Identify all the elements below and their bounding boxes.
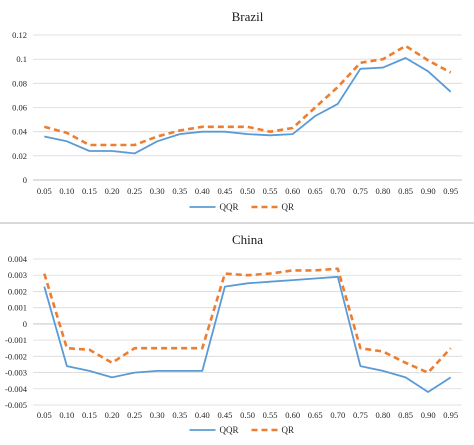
china-x-tick-label: 0.40 [195,410,210,420]
china-x-tick-label: 0.45 [217,410,232,420]
china-x-tick-label: 0.90 [421,410,436,420]
brazil-x-tick-label: 0.15 [82,186,97,196]
brazil-y-tick-label: 0.08 [12,78,27,88]
china-x-tick-label: 0.30 [150,410,165,420]
brazil-x-tick-label: 0.50 [240,186,255,196]
brazil-x-tick-label: 0.85 [398,186,413,196]
china-x-tick-label: 0.35 [172,410,187,420]
china-x-tick-label: 0.70 [330,410,345,420]
brazil-x-tick-label: 0.35 [172,186,187,196]
china-chart-panel: China -0.005 -0.004 -0.003 -0.002 -0.001 0 0.00… [0,224,474,445]
china-y-tick-label: 0.003 [8,270,27,280]
china-x-tick-label: 0.15 [82,410,97,420]
china-y-tick-label: -0.005 [5,400,27,410]
china-legend-label-qr: QR [282,425,295,435]
brazil-y-tick-label: 0.12 [12,30,27,40]
china-x-tick-label: 0.60 [285,410,300,420]
brazil-x-tick-label: 0.05 [37,186,52,196]
china-series-qr-line [43,267,452,374]
brazil-x-tick-label: 0.45 [217,186,232,196]
brazil-y-tick-label: 0.02 [12,151,27,161]
brazil-x-tick-label: 0.30 [150,186,165,196]
china-x-tick-label: 0.50 [240,410,255,420]
brazil-x-tick-label: 0.20 [105,186,120,196]
brazil-chart: Brazil 0 0.02 0.04 0.06 0.08 0.1 0.12 0.05 0.10 0.… [12,9,462,212]
brazil-x-tick-label: 0.65 [308,186,323,196]
brazil-chart-panel: Brazil 0 0.02 0.04 0.06 0.08 0.1 0.12 0.05 0.10 0.… [0,0,474,222]
china-x-tick-label: 0.65 [308,410,323,420]
china-chart-title: China [232,232,263,247]
brazil-x-tick-label: 0.55 [263,186,278,196]
china-y-tick-label: 0 [23,319,27,329]
brazil-x-tick-label: 0.10 [59,186,74,196]
china-x-tick-label: 0.05 [37,410,52,420]
brazil-x-tick-label: 0.95 [443,186,458,196]
brazil-y-tick-label: 0.04 [12,127,28,137]
brazil-y-tick-label: 0.1 [16,54,27,64]
brazil-x-tick-label: 0.40 [195,186,210,196]
brazil-y-tick-label: 0 [23,175,27,185]
brazil-x-tick-label: 0.75 [353,186,368,196]
china-x-tick-label: 0.75 [353,410,368,420]
brazil-x-tick-label: 0.60 [285,186,300,196]
china-x-tick-label: 0.95 [443,410,458,420]
china-x-tick-label: 0.20 [105,410,120,420]
china-legend-label-qqr: QQR [220,425,239,435]
brazil-x-tick-label: 0.70 [330,186,345,196]
china-x-tick-label: 0.25 [127,410,142,420]
brazil-series-qqr-line [44,57,452,155]
china-y-tick-label: -0.002 [5,351,27,361]
china-y-tick-label: -0.004 [5,384,28,394]
brazil-y-tick-label: 0.06 [12,103,27,113]
brazil-chart-title: Brazil [232,9,264,24]
china-y-tick-label: 0.001 [8,303,27,313]
china-chart: China -0.005 -0.004 -0.003 -0.002 -0.001 0 0.00… [5,232,462,435]
china-y-tick-label: -0.001 [5,335,27,345]
china-x-tick-label: 0.55 [263,410,278,420]
china-y-tick-label: 0.002 [8,286,27,296]
brazil-x-tick-label: 0.25 [127,186,142,196]
china-x-tick-label: 0.80 [376,410,391,420]
china-x-tick-label: 0.85 [398,410,413,420]
panel-divider [0,222,474,224]
brazil-x-tick-label: 0.80 [376,186,391,196]
china-y-tick-label: -0.003 [5,368,27,378]
brazil-x-tick-label: 0.90 [421,186,436,196]
china-series-qqr-line [43,275,452,393]
china-y-tick-label: 0.004 [8,254,28,264]
brazil-series-qr-line [43,44,452,147]
brazil-legend-label-qr: QR [282,202,295,212]
china-x-tick-label: 0.10 [59,410,74,420]
brazil-legend-label-qqr: QQR [220,202,239,212]
